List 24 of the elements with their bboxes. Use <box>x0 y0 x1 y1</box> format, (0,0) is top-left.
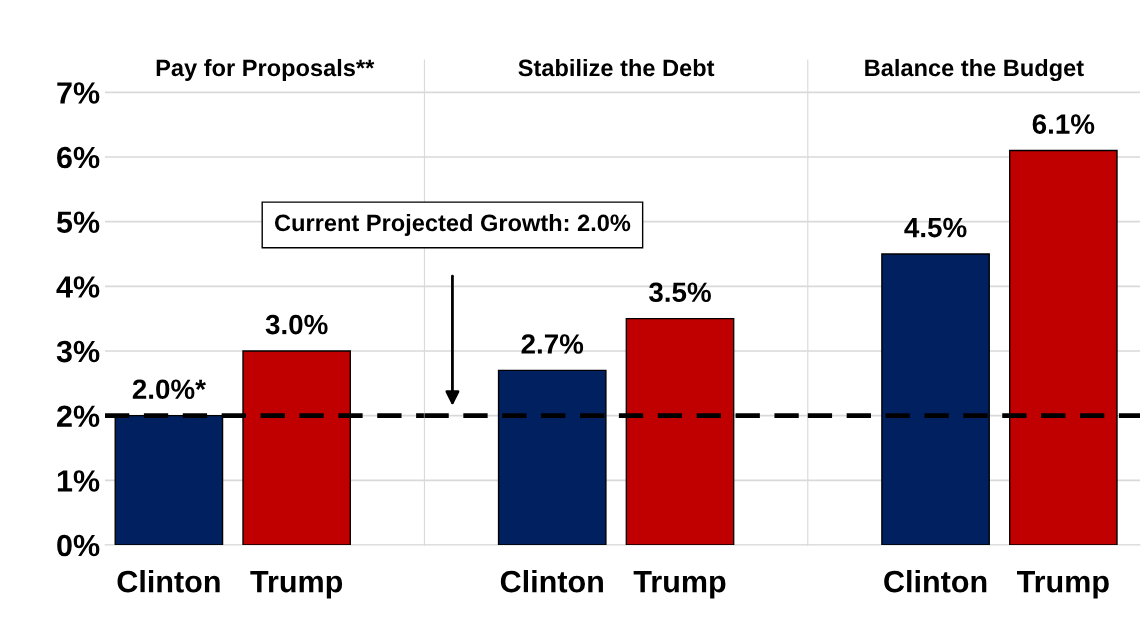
chart-title: Stabilize the Debt <box>518 58 715 77</box>
y-tick-label: 6% <box>57 146 100 169</box>
chart-title: Pay for Proposals** <box>156 58 375 81</box>
x-tick-label: Clinton <box>500 570 603 593</box>
y-tick-label: 5% <box>56 211 100 234</box>
data-label: 2.7% <box>521 334 584 354</box>
x-tick-label: Trump <box>250 571 343 599</box>
y-tick-label: 1% <box>57 470 100 492</box>
data-label: 6.1% <box>1032 114 1095 134</box>
data-label: 2.0%* <box>132 379 206 400</box>
annotation: Current Projected Growth: 2.0% <box>274 213 631 236</box>
y-tick-label: 0% <box>57 534 100 557</box>
data-label: 4.5% <box>904 217 967 238</box>
y-tick-label: 2% <box>57 405 100 427</box>
x-tick-label: Trump <box>633 571 726 599</box>
y-tick-label: 7% <box>57 82 100 104</box>
data-label: 3.5% <box>648 282 711 303</box>
y-tick-label: 4% <box>56 276 100 298</box>
x-tick-label: Clinton <box>117 570 220 593</box>
y-tick-label: 3% <box>56 340 100 363</box>
chart-title: Balance the Budget <box>865 58 1084 82</box>
data-label: 3.0% <box>265 314 328 335</box>
x-tick-label: Trump <box>1016 571 1109 599</box>
x-tick-label: Clinton <box>884 570 987 593</box>
